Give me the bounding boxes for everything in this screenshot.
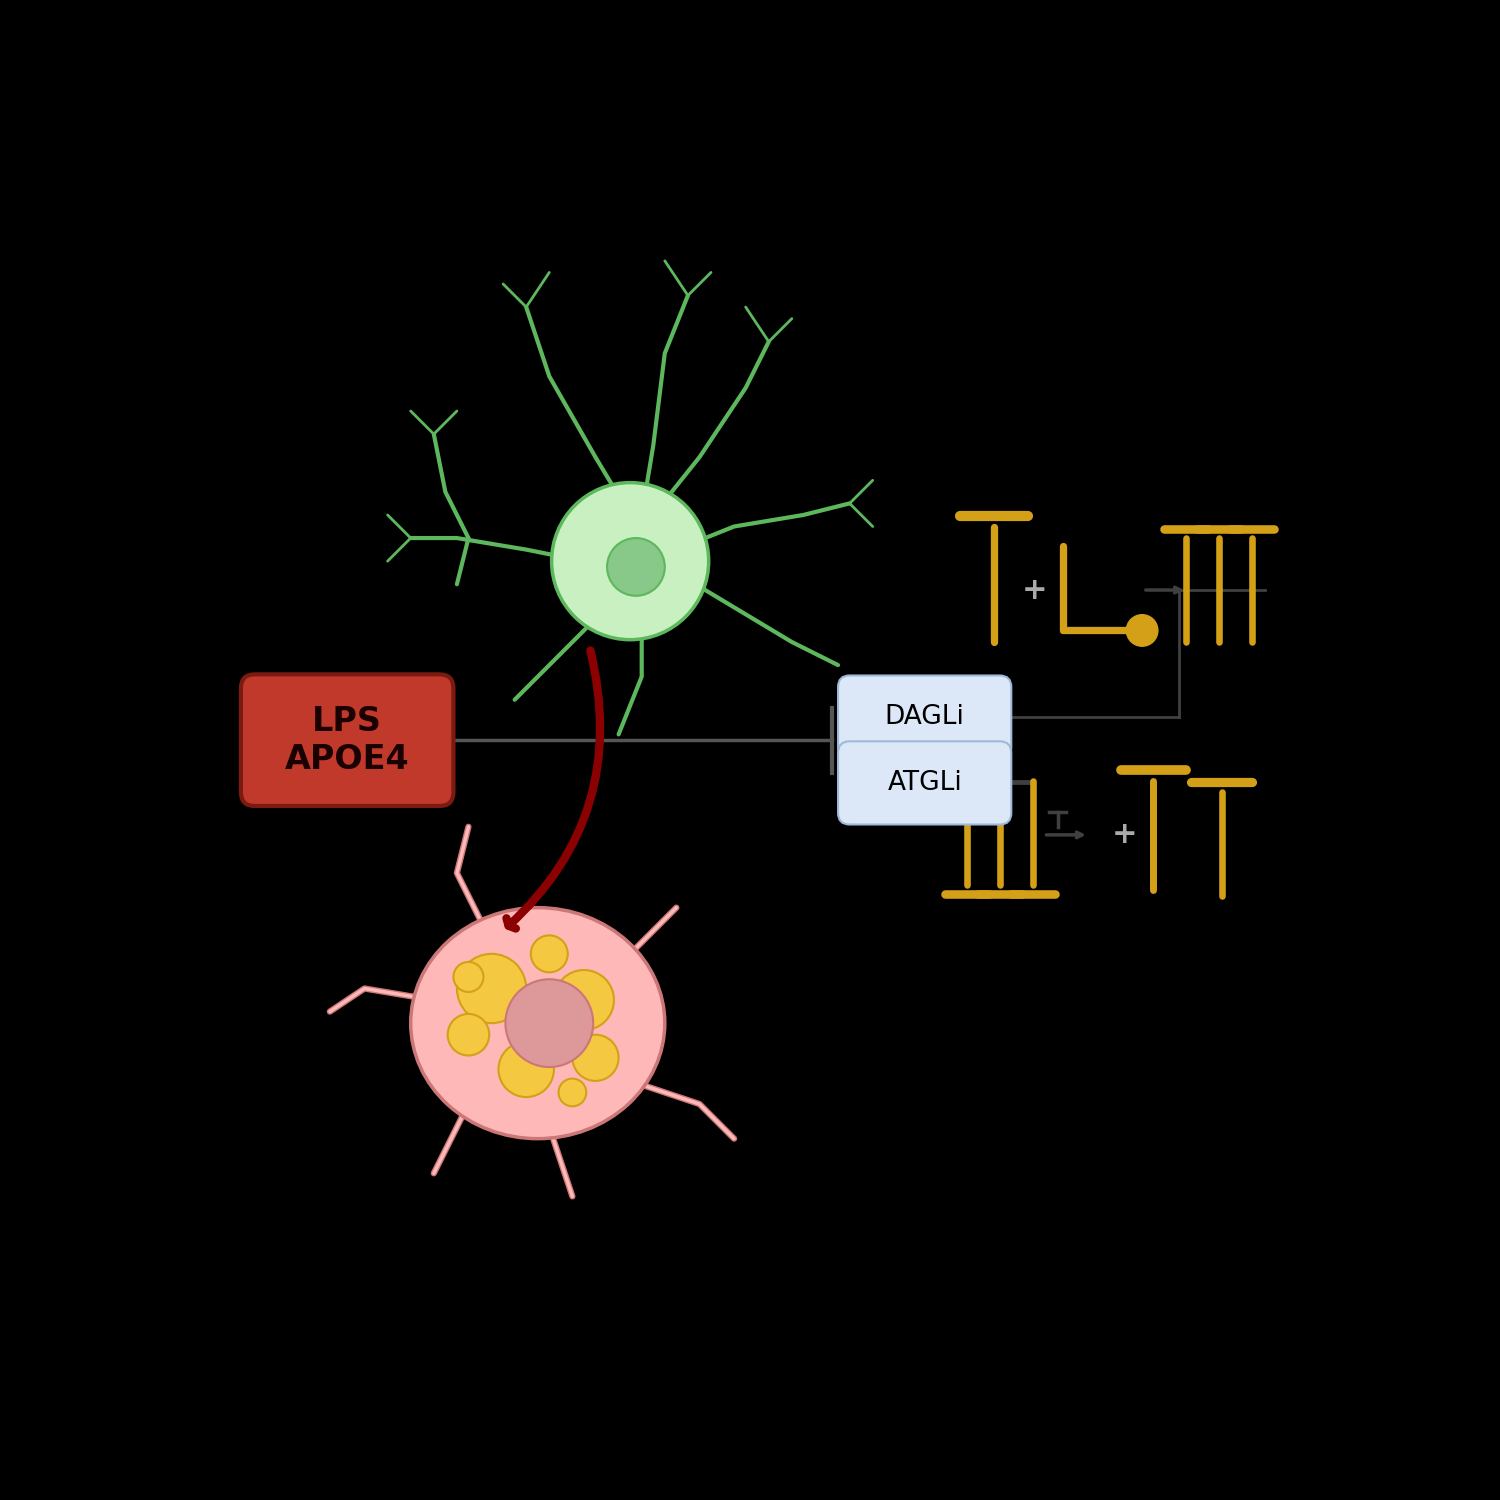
- Circle shape: [453, 962, 483, 992]
- FancyBboxPatch shape: [839, 675, 1011, 759]
- Circle shape: [531, 936, 568, 972]
- Text: DAGLi: DAGLi: [885, 704, 965, 730]
- Text: LPS
APOE4: LPS APOE4: [285, 705, 410, 776]
- Circle shape: [558, 1078, 586, 1107]
- Circle shape: [506, 980, 592, 1066]
- FancyBboxPatch shape: [242, 675, 453, 806]
- Circle shape: [554, 970, 614, 1030]
- Circle shape: [447, 1014, 489, 1056]
- Text: ATGLi: ATGLi: [888, 770, 962, 796]
- Ellipse shape: [411, 908, 664, 1138]
- Circle shape: [573, 1035, 618, 1082]
- Circle shape: [552, 483, 708, 639]
- Circle shape: [1126, 615, 1158, 646]
- Text: +: +: [1112, 821, 1137, 849]
- Circle shape: [458, 954, 526, 1023]
- Circle shape: [498, 1041, 554, 1096]
- Text: +: +: [1022, 576, 1047, 604]
- FancyBboxPatch shape: [839, 741, 1011, 825]
- Circle shape: [608, 538, 664, 596]
